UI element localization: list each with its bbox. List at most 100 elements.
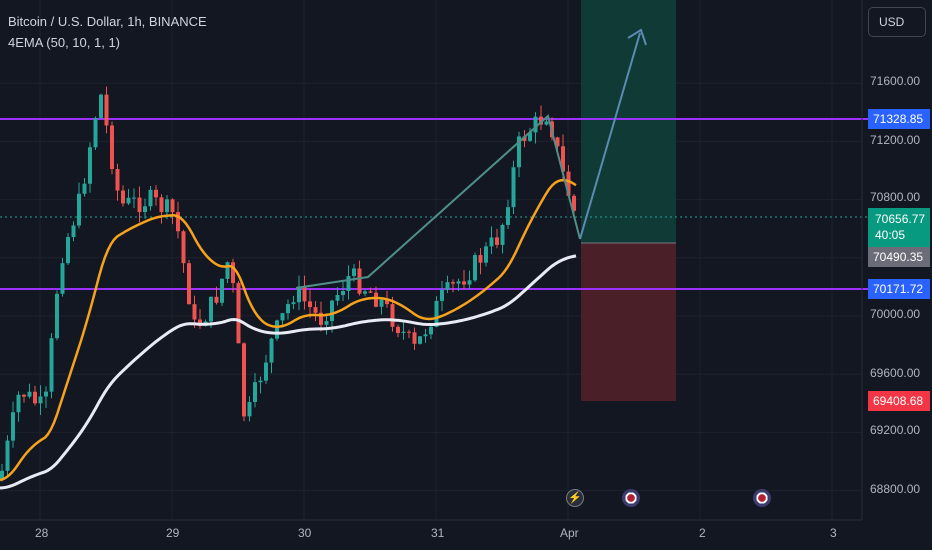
- candle-body: [154, 189, 158, 198]
- candle-body: [253, 382, 257, 402]
- candle-body: [478, 255, 483, 263]
- candle-body: [22, 394, 26, 397]
- candle-body: [71, 225, 76, 238]
- candle-body: [209, 296, 213, 322]
- candle-body: [335, 294, 340, 301]
- time-tick: 28: [35, 526, 49, 540]
- projection-arrow: [579, 32, 641, 240]
- candle-body: [396, 326, 400, 333]
- candle-body: [44, 391, 48, 397]
- lower-line-price-label[interactable]: 70171.72: [868, 279, 930, 299]
- candle-body: [429, 326, 433, 335]
- candle-body: [286, 304, 290, 314]
- candle-body: [143, 206, 147, 213]
- candle-body: [269, 338, 274, 363]
- upper-line-price-label[interactable]: 71328.85: [868, 109, 930, 129]
- candle-body: [319, 312, 323, 325]
- candle-body: [401, 331, 406, 333]
- candle-body: [379, 299, 384, 307]
- candle-body: [308, 301, 312, 308]
- candle-body: [566, 171, 571, 196]
- candle-body: [242, 343, 246, 417]
- entry-price-label[interactable]: 70490.35: [868, 247, 930, 267]
- candle-body: [104, 94, 109, 126]
- candle-body: [16, 394, 21, 413]
- candle-body: [555, 137, 560, 147]
- candle-body: [165, 199, 169, 213]
- candle-body: [451, 282, 455, 284]
- candle-body: [484, 246, 488, 263]
- candle-body: [522, 136, 527, 141]
- candle-body: [407, 331, 411, 333]
- current-price-value: 70656.77: [875, 212, 926, 226]
- candle-body: [533, 116, 538, 133]
- indicator-title[interactable]: 4EMA (50, 10, 1, 1): [8, 35, 121, 50]
- candle-body: [137, 197, 142, 213]
- price-tick: 71600.00: [870, 74, 921, 88]
- projection-arrow-head: [627, 28, 647, 46]
- candle-body: [264, 362, 268, 381]
- time-tick: 31: [431, 526, 445, 540]
- price-tick: 70000.00: [870, 307, 921, 321]
- candle-body: [99, 94, 103, 119]
- symbol-title[interactable]: Bitcoin / U.S. Dollar, 1h, BINANCE: [8, 14, 207, 29]
- current-price-label: 70656.77 40:05: [868, 208, 930, 247]
- candle-body: [132, 197, 136, 199]
- candle-body: [539, 116, 543, 125]
- candle-body: [247, 401, 252, 417]
- candle-body: [495, 237, 499, 245]
- candle-body: [363, 291, 367, 294]
- candle-body: [341, 291, 345, 295]
- candle-body: [500, 225, 505, 245]
- candle-body: [38, 396, 43, 404]
- candle-body: [297, 286, 301, 303]
- candle-body: [368, 291, 373, 293]
- candle-body: [412, 332, 417, 344]
- chart-legend: Bitcoin / U.S. Dollar, 1h, BINANCE 4EMA …: [8, 11, 207, 53]
- time-tick: 2: [699, 526, 706, 540]
- candle-body: [352, 268, 356, 277]
- candle-body: [88, 147, 92, 184]
- candle-body: [418, 336, 422, 344]
- candle-body: [214, 296, 219, 303]
- candle-body: [572, 195, 576, 211]
- price-tick: 69200.00: [870, 423, 921, 437]
- candle-body: [473, 255, 477, 281]
- candle-body: [330, 300, 334, 322]
- time-tick: Apr: [560, 526, 579, 540]
- candle-body: [33, 391, 37, 404]
- candle-body: [511, 167, 516, 208]
- candle-body: [440, 289, 444, 301]
- candle-body: [55, 293, 59, 339]
- candle-body: [170, 199, 175, 213]
- price-tick: 68800.00: [870, 482, 921, 496]
- us-flag-event-icon[interactable]: [622, 489, 640, 507]
- candle-body: [456, 281, 461, 284]
- currency-button[interactable]: USD: [868, 7, 926, 37]
- stop-zone: [581, 243, 676, 401]
- candle-body: [561, 146, 565, 172]
- candle-body: [176, 212, 180, 232]
- price-tick: 71200.00: [870, 133, 921, 147]
- candle-body: [121, 190, 125, 204]
- fast-ema-line: [0, 178, 577, 482]
- lightning-event-icon[interactable]: ⚡: [566, 489, 584, 507]
- price-tick: 70800.00: [870, 190, 921, 204]
- candle-body: [324, 321, 329, 325]
- candle-body: [357, 268, 362, 294]
- candle-body: [66, 237, 70, 264]
- candle-body: [148, 189, 153, 207]
- candle-body: [528, 132, 532, 141]
- candle-body: [374, 292, 378, 307]
- trend-line-drawing: [295, 114, 581, 289]
- candle-body: [258, 380, 263, 383]
- us-flag-event-icon[interactable]: [753, 489, 771, 507]
- time-tick: 29: [166, 526, 180, 540]
- time-tick: 30: [298, 526, 312, 540]
- candle-body: [77, 193, 81, 226]
- candle-body: [192, 304, 197, 320]
- slow-ema-line: [0, 254, 577, 490]
- candle-body: [462, 281, 466, 285]
- stop-price-label[interactable]: 69408.68: [868, 391, 930, 411]
